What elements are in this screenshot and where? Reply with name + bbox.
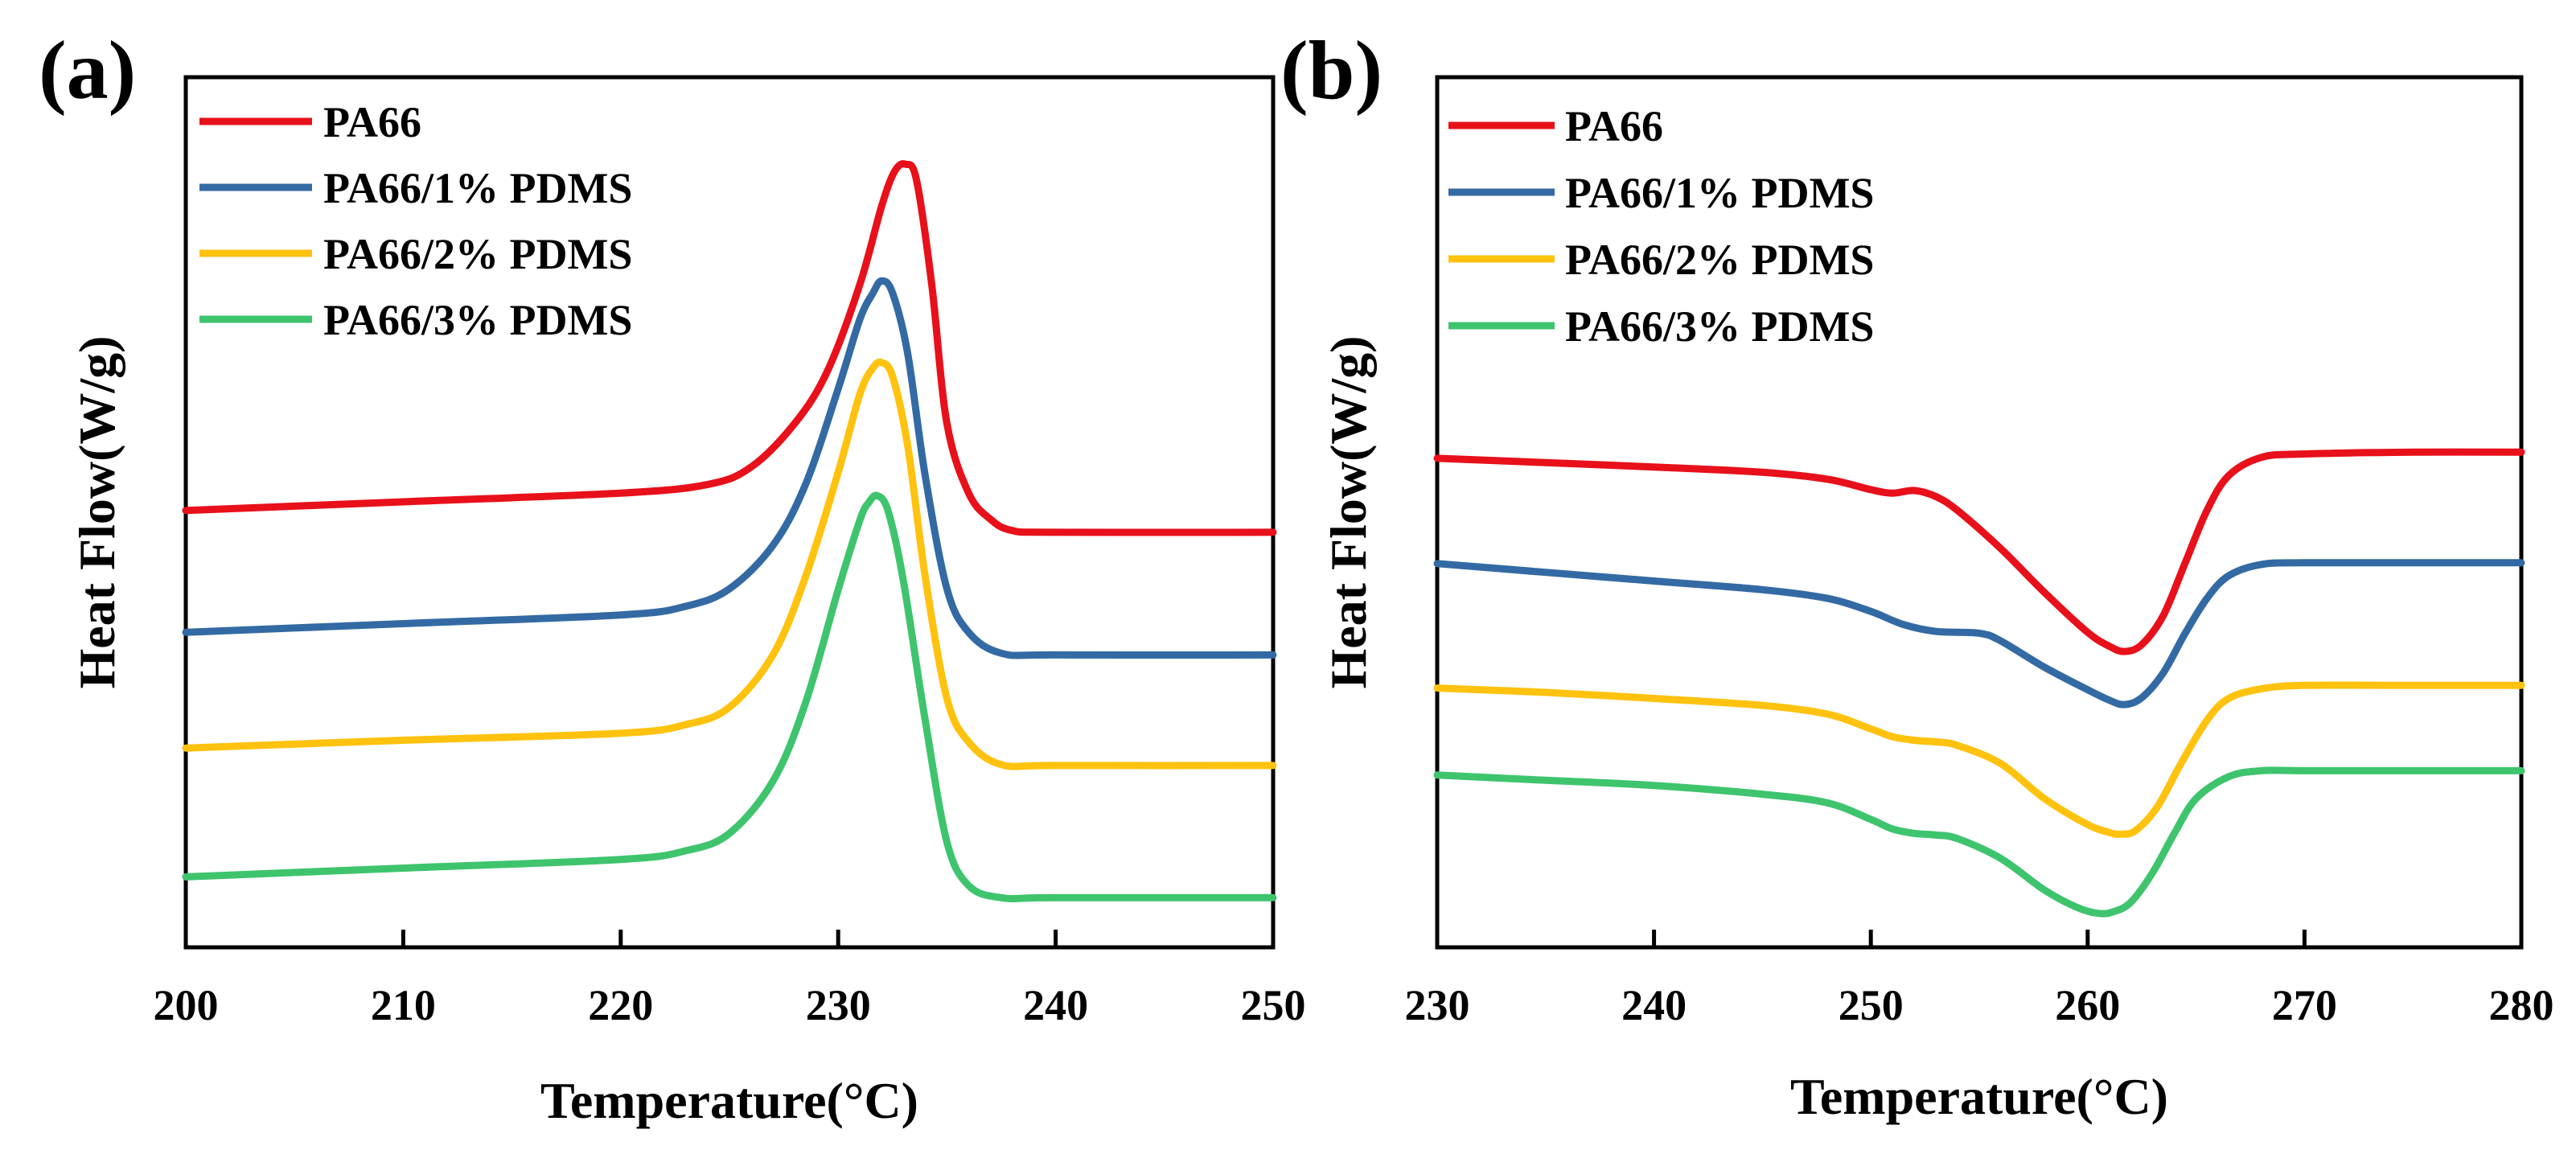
panel-a-x-ticks: 200 210 220 230 240 250 <box>154 930 1306 1029</box>
series-line-pa66 <box>182 160 1277 536</box>
x-tick-label: 270 <box>2272 981 2337 1029</box>
x-tick-label: 220 <box>588 981 653 1029</box>
legend-label: PA66/2% PDMS <box>1565 236 1874 284</box>
x-tick-label: 200 <box>154 981 219 1029</box>
panel-b-label: (b) <box>1280 24 1382 117</box>
legend-label: PA66/3% PDMS <box>323 296 632 344</box>
legend-label: PA66 <box>1565 102 1663 150</box>
panel-a-x-axis-title: Temperature(°C) <box>540 1072 918 1129</box>
panel-a-label: (a) <box>39 24 136 117</box>
panel-b-plot-frame <box>1435 75 2524 950</box>
x-tick-label: 230 <box>1405 981 1470 1029</box>
x-tick-label: 230 <box>806 981 871 1029</box>
series-line-pa66-1-pdms <box>1433 559 2525 708</box>
series-line-pa66 <box>1433 448 2525 655</box>
panel-b-y-axis-title: Heat Flow(W/g) <box>1320 336 1377 689</box>
series-line-pa66-2-pdms <box>182 358 1277 770</box>
panel-a-curves <box>182 160 1277 902</box>
x-tick-label: 250 <box>1839 981 1904 1029</box>
series-line-pa66-1-pdms <box>182 277 1277 659</box>
panel-a-y-axis-title: Heat Flow(W/g) <box>68 336 125 689</box>
series-line-pa66-2-pdms <box>1433 681 2525 838</box>
legend-label: PA66/1% PDMS <box>1565 169 1874 217</box>
panel-b-x-axis-title: Temperature(°C) <box>1790 1068 2168 1125</box>
series-line-pa66-3-pdms <box>1433 766 2525 918</box>
x-tick-label: 240 <box>1621 981 1687 1029</box>
legend-label: PA66/1% PDMS <box>323 164 632 212</box>
panel-b-legend: PA66 PA66/1% PDMS PA66/2% PDMS PA66/3% PDMS <box>1448 102 1874 351</box>
panel-a-legend: PA66 PA66/1% PDMS PA66/2% PDMS PA66/3% PDMS <box>199 98 632 344</box>
series-line-pa66-3-pdms <box>182 491 1277 902</box>
legend-label: PA66 <box>323 98 421 146</box>
legend-label: PA66/2% PDMS <box>323 230 632 278</box>
panel-b-curves <box>1433 448 2525 918</box>
x-tick-label: 210 <box>371 981 436 1029</box>
x-tick-label: 240 <box>1023 981 1088 1029</box>
x-tick-label: 260 <box>2055 981 2120 1029</box>
x-tick-label: 280 <box>2489 981 2554 1029</box>
x-tick-label: 250 <box>1241 981 1306 1029</box>
legend-label: PA66/3% PDMS <box>1565 302 1874 351</box>
panel-b-x-ticks: 230 240 250 260 270 280 <box>1405 930 2554 1029</box>
